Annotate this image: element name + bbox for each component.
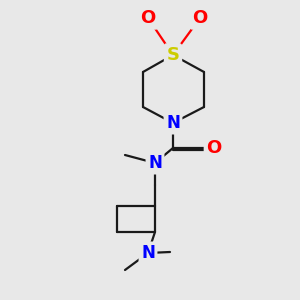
Text: S: S: [167, 46, 179, 64]
Text: N: N: [148, 154, 162, 172]
Text: O: O: [192, 9, 208, 27]
Text: N: N: [166, 114, 180, 132]
Text: O: O: [206, 139, 222, 157]
Text: O: O: [140, 9, 156, 27]
Text: N: N: [141, 244, 155, 262]
